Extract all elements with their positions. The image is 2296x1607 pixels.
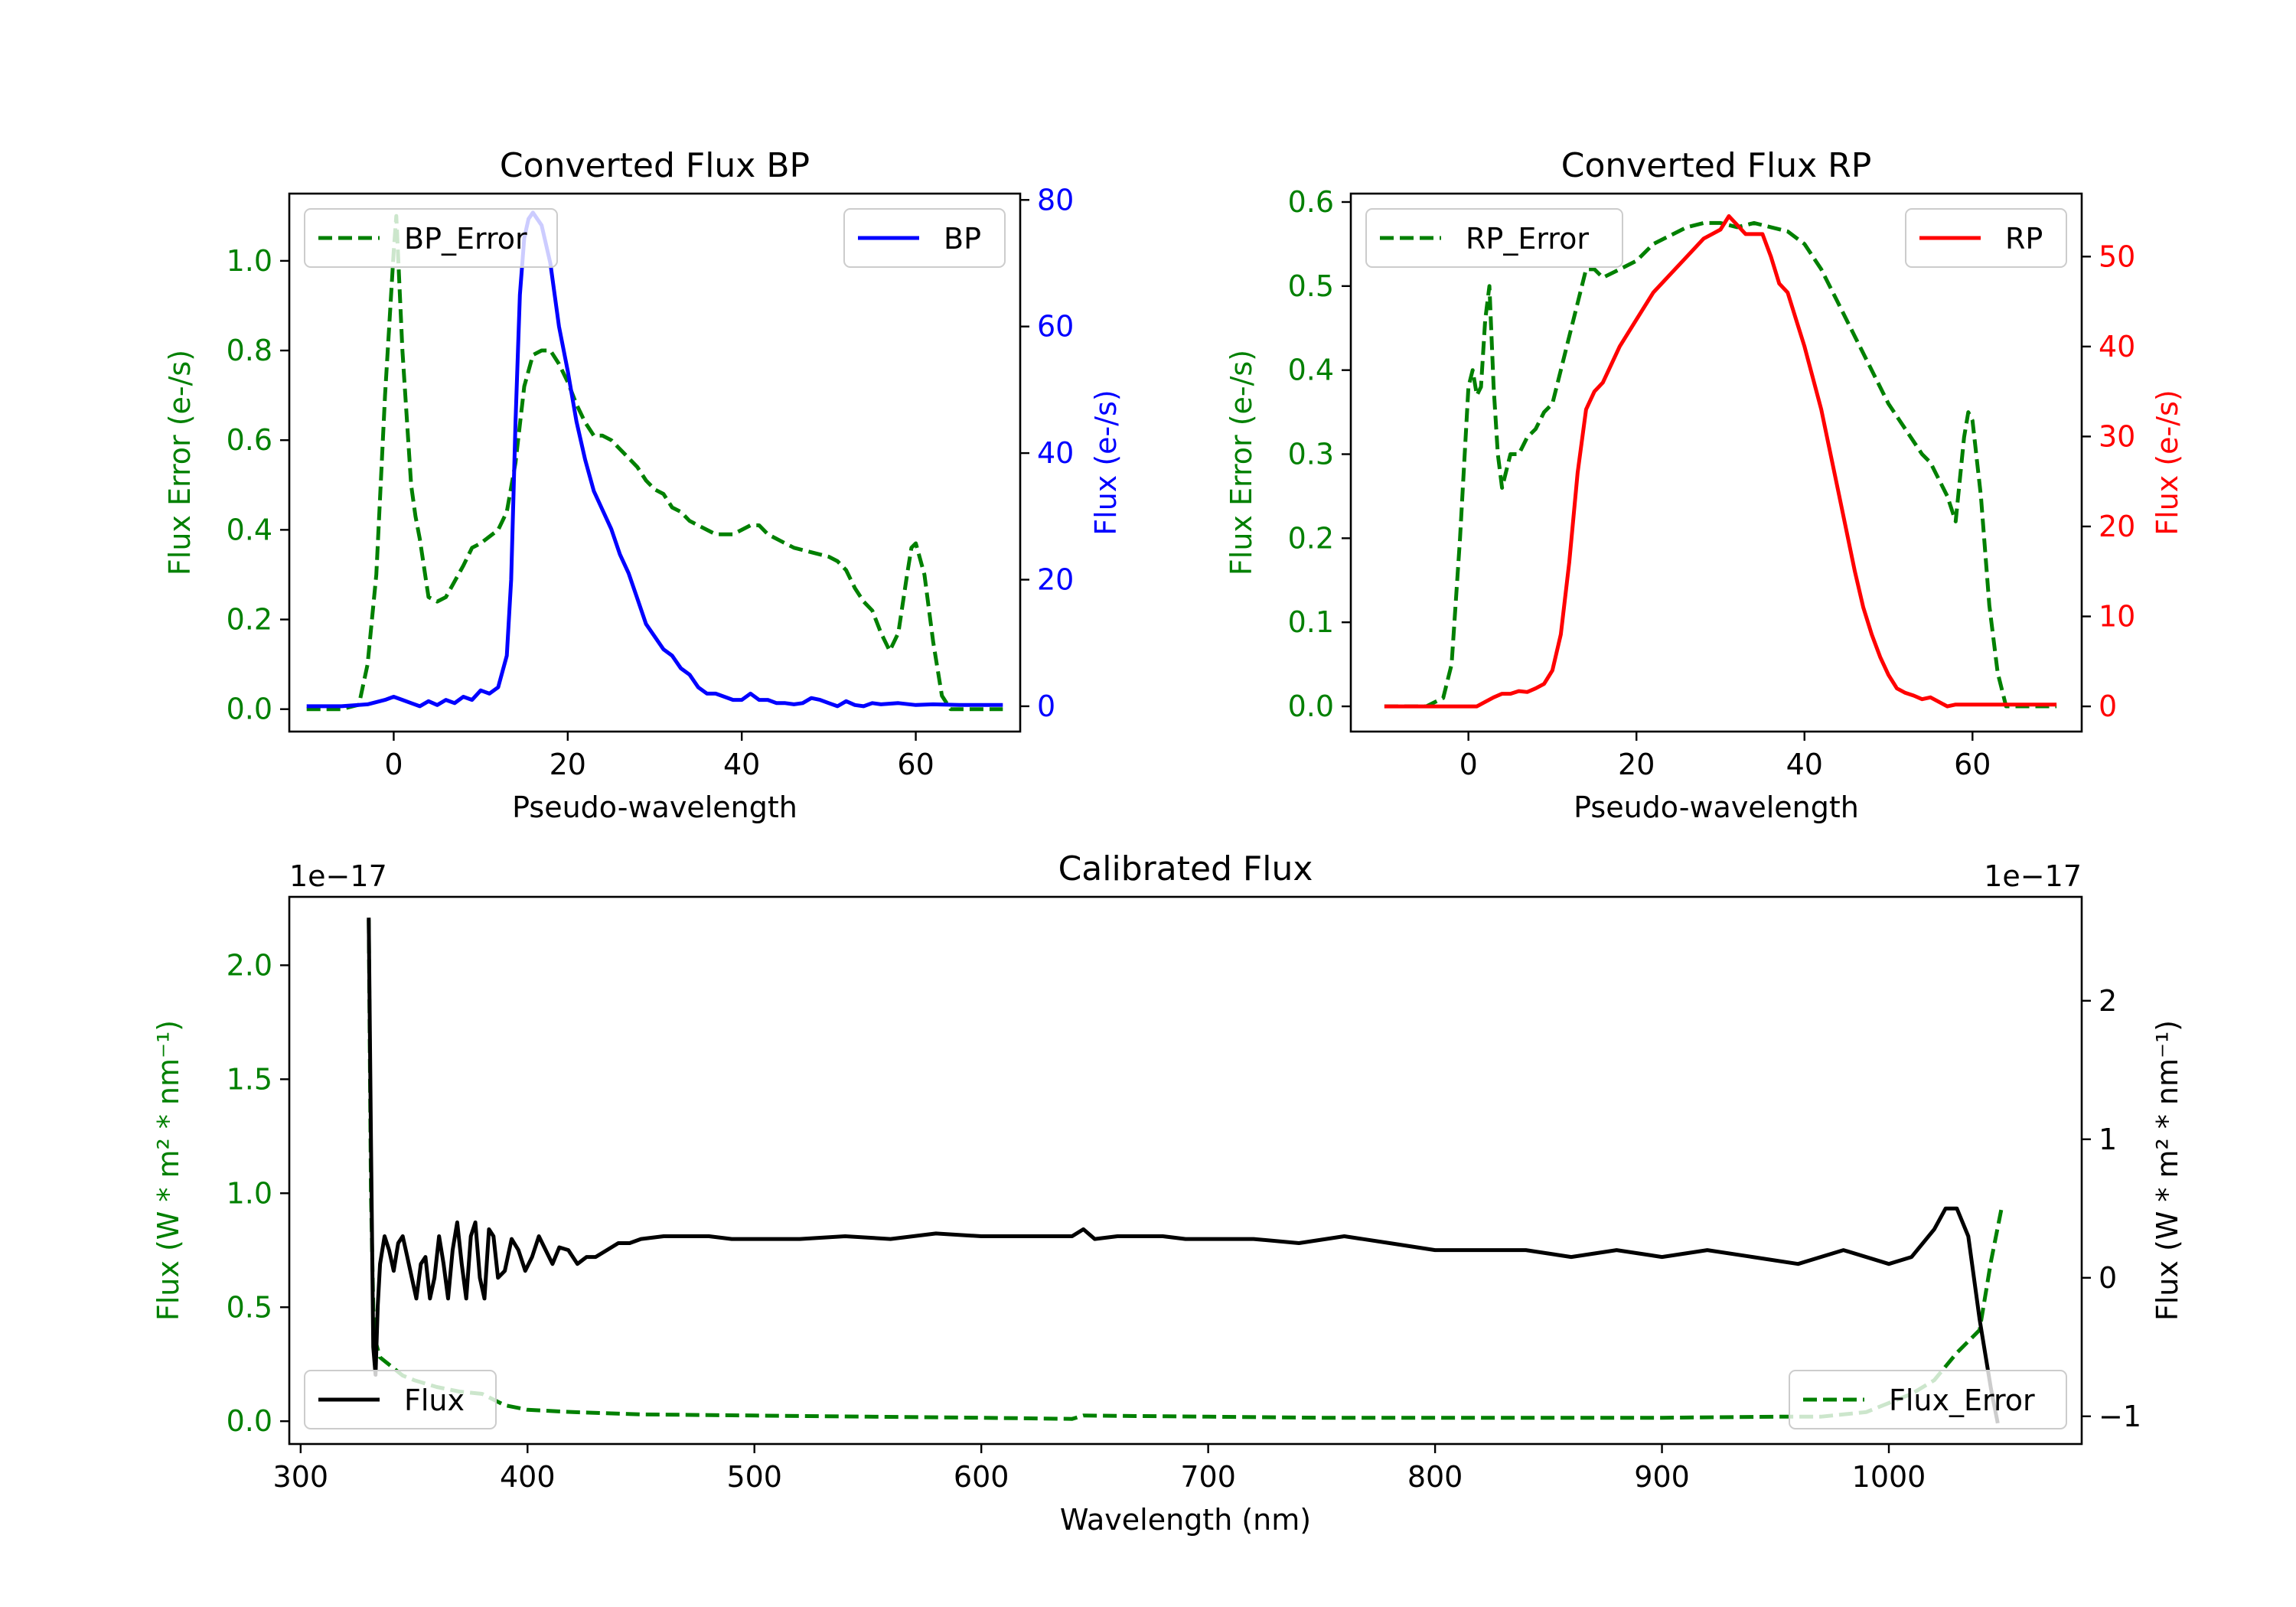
calibrated-x-tick-label: 800 bbox=[1407, 1460, 1463, 1494]
bp-x-tick-label: 0 bbox=[384, 748, 403, 781]
bp-y-left-tick-label: 1.0 bbox=[227, 244, 272, 278]
rp-y-left-tick-label: 0.3 bbox=[1288, 438, 1334, 471]
calibrated-y-right-tick-label: 1 bbox=[2099, 1123, 2117, 1156]
rp-y-left-tick-label: 0.1 bbox=[1288, 605, 1334, 639]
rp-x-tick-label: 40 bbox=[1786, 748, 1823, 781]
calibrated-offset-left: 1e−17 bbox=[289, 859, 387, 893]
calibrated-legend-flux: Flux bbox=[304, 1370, 497, 1429]
rp-series-rp-error bbox=[1384, 220, 2057, 709]
calibrated-y-left-tick-label: 1.5 bbox=[227, 1062, 272, 1096]
rp-x-label: Pseudo-wavelength bbox=[1574, 790, 1859, 824]
rp-axes-frame bbox=[1349, 192, 2083, 733]
bp-y-right-tick-label: 60 bbox=[1037, 310, 1074, 344]
bp-y-left-tick-label: 0.0 bbox=[227, 693, 272, 726]
bp-y-right-tick-label: 0 bbox=[1037, 689, 1055, 723]
rp-legend-error-label: RP_Error bbox=[1466, 222, 1589, 256]
calibrated-x-tick-label: 600 bbox=[954, 1460, 1009, 1494]
calibrated-x-tick-label: 900 bbox=[1634, 1460, 1690, 1494]
bp-y-left-tick-label: 0.2 bbox=[227, 603, 272, 637]
rp-legend-flux-label: RP bbox=[2005, 222, 2043, 256]
calibrated-y-right-tick-label: 0 bbox=[2099, 1261, 2117, 1295]
calibrated-offset-right: 1e−17 bbox=[1984, 859, 2082, 893]
calibrated-x-tick-label: 300 bbox=[273, 1460, 329, 1494]
bp-x-tick-label: 60 bbox=[897, 748, 934, 781]
bp-series-bp bbox=[306, 210, 1003, 709]
calibrated-legend-flux-error-label: Flux_Error bbox=[1889, 1384, 2035, 1417]
calibrated-y-left-tick-label: 0.0 bbox=[227, 1404, 272, 1438]
calibrated-y-left-tick-label: 1.0 bbox=[227, 1176, 272, 1210]
bp-title: Converted Flux BP bbox=[500, 146, 810, 185]
bp-chart: 0 20 40 60 0.0 0.2 0.4 0.6 0.8 1.0 0 20 40 60 80 Conver… bbox=[163, 146, 1123, 824]
rp-title: Converted Flux RP bbox=[1561, 146, 1872, 185]
bp-y-left-tick-label: 0.6 bbox=[227, 423, 272, 457]
calibrated-y-right-label: Flux (W * m² * nm⁻¹) bbox=[2151, 1020, 2184, 1321]
calibrated-y-right-tick-label: −1 bbox=[2099, 1400, 2141, 1433]
bp-legend-flux-box bbox=[843, 208, 1006, 268]
calibrated-x-tick-label: 700 bbox=[1180, 1460, 1236, 1494]
calibrated-y-left-label: Flux (W * m² * nm⁻¹) bbox=[152, 1020, 185, 1321]
calibrated-y-left-tick-label: 0.5 bbox=[227, 1290, 272, 1324]
calibrated-legend-flux-box bbox=[304, 1370, 497, 1429]
calibrated-chart: 300 400 500 600 700 800 900 1000 0.0 0.5 1.0 1.5 2.0… bbox=[152, 849, 2184, 1537]
bp-y-left-tick-label: 0.8 bbox=[227, 334, 272, 367]
rp-y-right-tick-label: 40 bbox=[2099, 330, 2135, 363]
bp-y-left-label: Flux Error (e-/s) bbox=[163, 350, 197, 575]
calibrated-legend-flux-error-box bbox=[1789, 1370, 2067, 1429]
rp-chart: 0 20 40 60 0.0 0.1 0.2 0.3 0.4 0.5 0.6 0 10 20 30 40 50 C… bbox=[1225, 146, 2184, 824]
calibrated-series-flux bbox=[367, 918, 2000, 1424]
rp-x-tick-label: 0 bbox=[1459, 748, 1478, 781]
rp-y-left-tick-label: 0.2 bbox=[1288, 521, 1334, 555]
bp-axes-frame bbox=[288, 192, 1022, 733]
calibrated-x-tick-label: 400 bbox=[500, 1460, 556, 1494]
rp-y-left-tick-label: 0.4 bbox=[1288, 354, 1334, 387]
rp-y-left-label: Flux Error (e-/s) bbox=[1225, 350, 1258, 575]
bp-y-right-tick-label: 80 bbox=[1037, 183, 1074, 217]
bp-x-label: Pseudo-wavelength bbox=[512, 790, 797, 824]
rp-y-right-tick-label: 30 bbox=[2099, 419, 2135, 453]
bp-y-right-label: Flux (e-/s) bbox=[1089, 390, 1123, 535]
bp-y-left-tick-label: 0.4 bbox=[227, 513, 272, 546]
rp-y-left-tick-label: 0.5 bbox=[1288, 269, 1334, 303]
bp-legend-error: BP_Error bbox=[304, 208, 558, 268]
rp-y-left-tick-label: 0.6 bbox=[1288, 185, 1334, 219]
bp-x-tick-label: 20 bbox=[550, 748, 586, 781]
calibrated-x-tick-label: 500 bbox=[726, 1460, 782, 1494]
calibrated-y-right-tick-label: 2 bbox=[2099, 984, 2117, 1018]
bp-legend-error-box bbox=[304, 208, 558, 268]
rp-x-tick-label: 20 bbox=[1618, 748, 1655, 781]
rp-y-right-tick-label: 0 bbox=[2099, 689, 2117, 723]
calibrated-x-tick-label: 1000 bbox=[1852, 1460, 1926, 1494]
bp-legend-flux-label: BP bbox=[944, 222, 981, 256]
bp-x-tick-label: 40 bbox=[723, 748, 760, 781]
rp-legend-flux: RP bbox=[1905, 208, 2067, 268]
rp-y-left-tick-label: 0.0 bbox=[1288, 689, 1334, 723]
rp-series-rp bbox=[1384, 214, 2057, 709]
bp-legend-error-label: BP_Error bbox=[404, 222, 527, 256]
calibrated-title: Calibrated Flux bbox=[1058, 849, 1313, 888]
rp-y-right-tick-label: 10 bbox=[2099, 600, 2135, 634]
rp-x-tick-label: 60 bbox=[1954, 748, 1991, 781]
calibrated-axes-frame bbox=[288, 895, 2083, 1446]
bp-y-right-tick-label: 40 bbox=[1037, 436, 1074, 470]
rp-y-right-label: Flux (e-/s) bbox=[2151, 390, 2184, 535]
calibrated-legend-flux-label: Flux bbox=[404, 1384, 465, 1417]
rp-y-right-tick-label: 20 bbox=[2099, 510, 2135, 543]
rp-legend-flux-box bbox=[1905, 208, 2067, 268]
rp-legend-error: RP_Error bbox=[1365, 208, 1623, 268]
calibrated-y-left-tick-label: 2.0 bbox=[227, 948, 272, 982]
calibrated-legend-flux-error: Flux_Error bbox=[1789, 1370, 2067, 1429]
rp-y-right-tick-label: 50 bbox=[2099, 240, 2135, 273]
bp-y-right-tick-label: 20 bbox=[1037, 563, 1074, 597]
bp-series-bp-error bbox=[306, 214, 1003, 712]
calibrated-x-label: Wavelength (nm) bbox=[1060, 1503, 1311, 1537]
rp-legend-error-box bbox=[1365, 208, 1623, 268]
bp-legend-flux: BP bbox=[843, 208, 1006, 268]
